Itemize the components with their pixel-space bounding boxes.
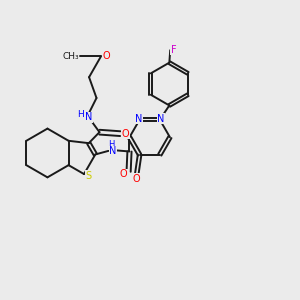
Text: N: N <box>157 113 165 124</box>
Text: O: O <box>119 169 127 179</box>
Text: N: N <box>110 146 117 157</box>
Text: N: N <box>135 113 142 124</box>
Text: CH₃: CH₃ <box>62 52 79 61</box>
Text: F: F <box>171 45 177 55</box>
Text: O: O <box>132 173 140 184</box>
Text: H: H <box>77 110 83 119</box>
Text: O: O <box>122 129 129 139</box>
Text: H: H <box>109 140 115 149</box>
Text: S: S <box>86 171 92 181</box>
Text: O: O <box>102 51 110 62</box>
Text: N: N <box>85 112 93 122</box>
